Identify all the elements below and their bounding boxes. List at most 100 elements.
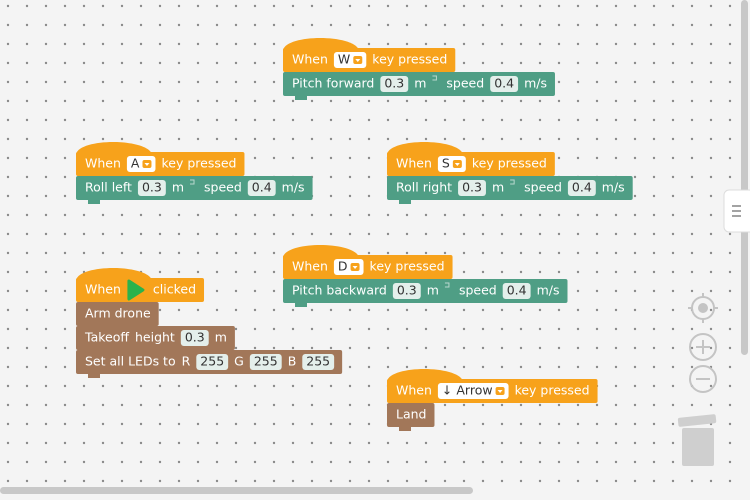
field-value: 0.3	[142, 180, 162, 195]
block-bg	[283, 279, 568, 303]
command-block: Pitch backward 0.3 m speed 0.4 m/s	[283, 279, 568, 307]
command-block: Roll left 0.3 m speed 0.4 m/s	[76, 176, 313, 204]
block-label: When	[396, 156, 432, 171]
block-tab	[399, 199, 411, 204]
number-field[interactable]	[137, 180, 166, 196]
number-field[interactable]	[302, 354, 335, 370]
command-block: Takeoff height 0.3 m	[76, 326, 235, 354]
block-label: When	[292, 259, 328, 274]
block-label: speed	[446, 76, 484, 91]
command-block: Arm drone	[76, 302, 159, 330]
block-label: G	[234, 354, 244, 369]
field-value: 255	[254, 354, 278, 369]
block-label: Pitch forward	[292, 76, 374, 91]
trash-can[interactable]	[677, 414, 717, 466]
field-value: 0.3	[462, 180, 482, 195]
block-label: R	[182, 354, 191, 369]
block-bg	[387, 403, 435, 427]
notch	[432, 75, 437, 81]
block-label: m	[427, 283, 439, 298]
block-label: m	[172, 180, 184, 195]
block-label: m/s	[524, 76, 547, 91]
zoom-in-button[interactable]	[689, 333, 717, 361]
block-label: key pressed	[370, 259, 445, 274]
dropdown-value: D	[338, 259, 348, 274]
notch	[190, 179, 195, 185]
hat-cap	[283, 245, 359, 257]
block-label: Set all LEDs to	[85, 354, 176, 369]
block-tab	[295, 95, 307, 100]
block-label: key pressed	[372, 52, 447, 67]
block-label: m	[414, 76, 426, 91]
green-flag	[127, 279, 145, 301]
number-field[interactable]	[502, 283, 531, 299]
notch	[510, 179, 515, 185]
dropdown-arrow	[454, 163, 460, 166]
dropdown-value: W	[338, 52, 350, 67]
block-label: speed	[524, 180, 562, 195]
block-tab	[88, 373, 100, 378]
block-bg	[283, 48, 456, 72]
block-label: m	[492, 180, 504, 195]
block-label: When	[396, 383, 432, 398]
dropdown-arrow	[144, 163, 150, 166]
block-label: Land	[396, 407, 426, 422]
number-field[interactable]	[249, 354, 282, 370]
h-scrollbar[interactable]	[0, 487, 473, 494]
block-bg	[387, 152, 555, 176]
number-field[interactable]	[196, 354, 229, 370]
number-field[interactable]	[380, 76, 409, 92]
hat-block: When ↓ Arrow key pressed	[387, 369, 598, 407]
hat-cap	[76, 142, 152, 154]
block-label: Roll left	[85, 180, 132, 195]
block-label: height	[135, 330, 175, 345]
block-label: speed	[204, 180, 242, 195]
block-label: m/s	[602, 180, 625, 195]
number-field[interactable]	[180, 330, 209, 346]
number-field[interactable]	[392, 283, 421, 299]
dropdown-arrow	[497, 390, 503, 393]
command-block: Set all LEDs to R 255 G 255 B 255	[76, 350, 343, 378]
block-label: When	[85, 156, 121, 171]
hat-cap	[283, 38, 359, 50]
block-label: speed	[459, 283, 497, 298]
number-field[interactable]	[458, 180, 486, 196]
field-value: 0.3	[384, 76, 404, 91]
number-field[interactable]	[247, 180, 276, 196]
number-field[interactable]	[567, 180, 596, 196]
dropdown-arrow	[355, 59, 361, 62]
block-label: When	[85, 282, 121, 297]
block-label: B	[288, 354, 297, 369]
recenter-button[interactable]	[688, 293, 718, 323]
block-tab	[399, 426, 411, 431]
dropdown-value: A	[131, 156, 140, 171]
command-block: Land	[387, 403, 435, 431]
block-label: key pressed	[515, 383, 590, 398]
block-label: m/s	[282, 180, 305, 195]
v-scrollbar[interactable]	[741, 0, 748, 355]
hat-cap	[76, 268, 152, 280]
dropdown-value: ↓ Arrow	[442, 383, 493, 398]
field-value: 0.4	[507, 283, 527, 298]
hat-cap	[387, 142, 463, 154]
field-value: 255	[200, 354, 224, 369]
dropdown[interactable]	[437, 383, 509, 399]
hat-block: When clicked	[76, 268, 205, 306]
block-bg	[283, 255, 453, 279]
block-label: Takeoff	[84, 330, 129, 345]
block-label: When	[292, 52, 328, 67]
field-value: 0.4	[252, 180, 272, 195]
notch	[444, 282, 450, 288]
menu-tab[interactable]	[723, 189, 750, 233]
dropdown-arrow	[352, 266, 358, 269]
block-label: clicked	[153, 282, 196, 297]
block-label: key pressed	[161, 156, 236, 171]
block-bg	[283, 72, 555, 96]
block-label: m/s	[537, 283, 560, 298]
block-tab	[88, 199, 100, 204]
number-field[interactable]	[490, 76, 519, 92]
zoom-out-button[interactable]	[689, 365, 717, 393]
